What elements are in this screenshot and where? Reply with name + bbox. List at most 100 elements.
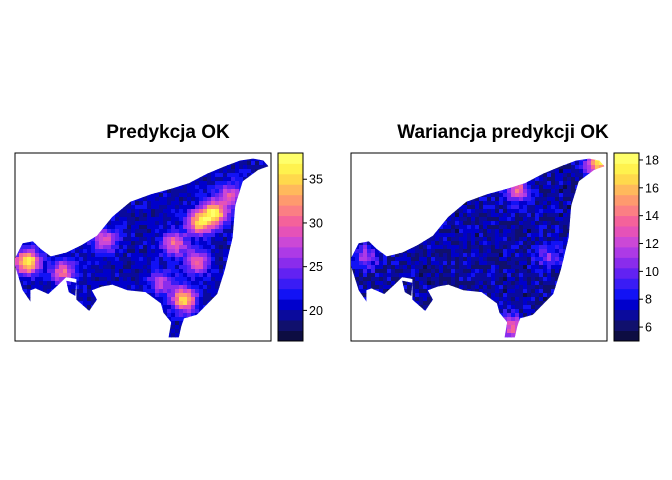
raster-cell [579, 193, 584, 198]
raster-cell [491, 213, 496, 218]
raster-cell [355, 161, 360, 166]
raster-cell [107, 201, 112, 206]
raster-cell [115, 321, 120, 326]
raster-cell [131, 193, 136, 198]
raster-cell [171, 281, 176, 286]
raster-cell [143, 193, 148, 198]
raster-cell [67, 241, 72, 246]
raster-cell [159, 158, 164, 162]
raster-cell [119, 153, 124, 158]
raster-cell [231, 249, 236, 254]
raster-cell [171, 305, 176, 310]
raster-cell [503, 249, 508, 254]
raster-cell [111, 273, 116, 278]
raster-cell [123, 161, 128, 166]
raster-cell [91, 213, 96, 218]
raster-cell [151, 197, 156, 202]
raster-cell [499, 193, 504, 198]
raster-cell [395, 225, 400, 230]
raster-cell [159, 165, 164, 170]
raster-cell [227, 289, 232, 294]
raster-cell [159, 289, 164, 294]
raster-cell [119, 201, 124, 206]
raster-cell [75, 281, 80, 286]
raster-cell [119, 241, 124, 246]
raster-cell [431, 197, 436, 202]
raster-cell [231, 169, 236, 174]
raster-cell [103, 161, 108, 166]
raster-cell [227, 333, 232, 338]
raster-cell [219, 261, 224, 266]
raster-cell [39, 293, 44, 298]
raster-cell [119, 165, 124, 170]
raster-cell [167, 201, 172, 206]
raster-cell [135, 158, 140, 162]
raster-cell [439, 197, 444, 202]
raster-cell [151, 189, 156, 194]
raster-cell [91, 253, 96, 258]
raster-cell [39, 221, 44, 226]
raster-cell [351, 165, 356, 170]
raster-cell [591, 233, 596, 238]
raster-cell [27, 245, 32, 250]
raster-cell [543, 241, 548, 246]
raster-cell [543, 265, 548, 270]
raster-cell [67, 289, 72, 294]
raster-cell [455, 265, 460, 270]
raster-cell [39, 229, 44, 234]
raster-cell [115, 189, 120, 194]
raster-cell [143, 301, 148, 306]
raster-cell [579, 257, 584, 262]
raster-cell [47, 285, 52, 290]
raster-cell [243, 221, 248, 226]
raster-cell [231, 237, 236, 242]
raster-cell [427, 253, 432, 258]
raster-cell [571, 265, 576, 270]
raster-cell [139, 173, 144, 178]
raster-cell [563, 189, 568, 194]
raster-cell [31, 165, 36, 170]
raster-cell [207, 297, 212, 302]
raster-cell [507, 201, 512, 206]
raster-cell [523, 201, 528, 206]
raster-cell [355, 181, 360, 186]
raster-cell [423, 205, 428, 210]
raster-cell [243, 325, 248, 330]
raster-cell [107, 329, 112, 334]
raster-cell [175, 253, 180, 258]
raster-cell [371, 209, 376, 214]
raster-cell [95, 209, 100, 214]
raster-cell [579, 221, 584, 226]
raster-cell [159, 237, 164, 242]
raster-cell [435, 169, 440, 174]
raster-cell [483, 201, 488, 206]
raster-cell [439, 233, 444, 238]
raster-cell [559, 173, 564, 178]
raster-cell [19, 269, 24, 274]
raster-cell [131, 313, 136, 318]
raster-cell [555, 205, 560, 210]
raster-cell [67, 153, 72, 158]
raster-cell [263, 269, 268, 274]
raster-cell [431, 225, 436, 230]
raster-cell [359, 241, 364, 246]
raster-cell [51, 281, 56, 286]
raster-cell [95, 197, 100, 202]
raster-cell [447, 265, 452, 270]
raster-cell [487, 249, 492, 254]
raster-cell [351, 249, 356, 254]
raster-cell [435, 269, 440, 274]
raster-cell [263, 241, 268, 246]
raster-cell [167, 317, 172, 322]
raster-cell [179, 305, 184, 310]
raster-cell [87, 169, 92, 174]
raster-cell [19, 177, 24, 182]
raster-cell [171, 153, 176, 158]
raster-cell [579, 245, 584, 250]
raster-cell [155, 237, 160, 242]
raster-cell [463, 265, 468, 270]
raster-cell [451, 257, 456, 262]
raster-cell [559, 269, 564, 274]
raster-cell [19, 233, 24, 238]
raster-cell [43, 225, 48, 230]
